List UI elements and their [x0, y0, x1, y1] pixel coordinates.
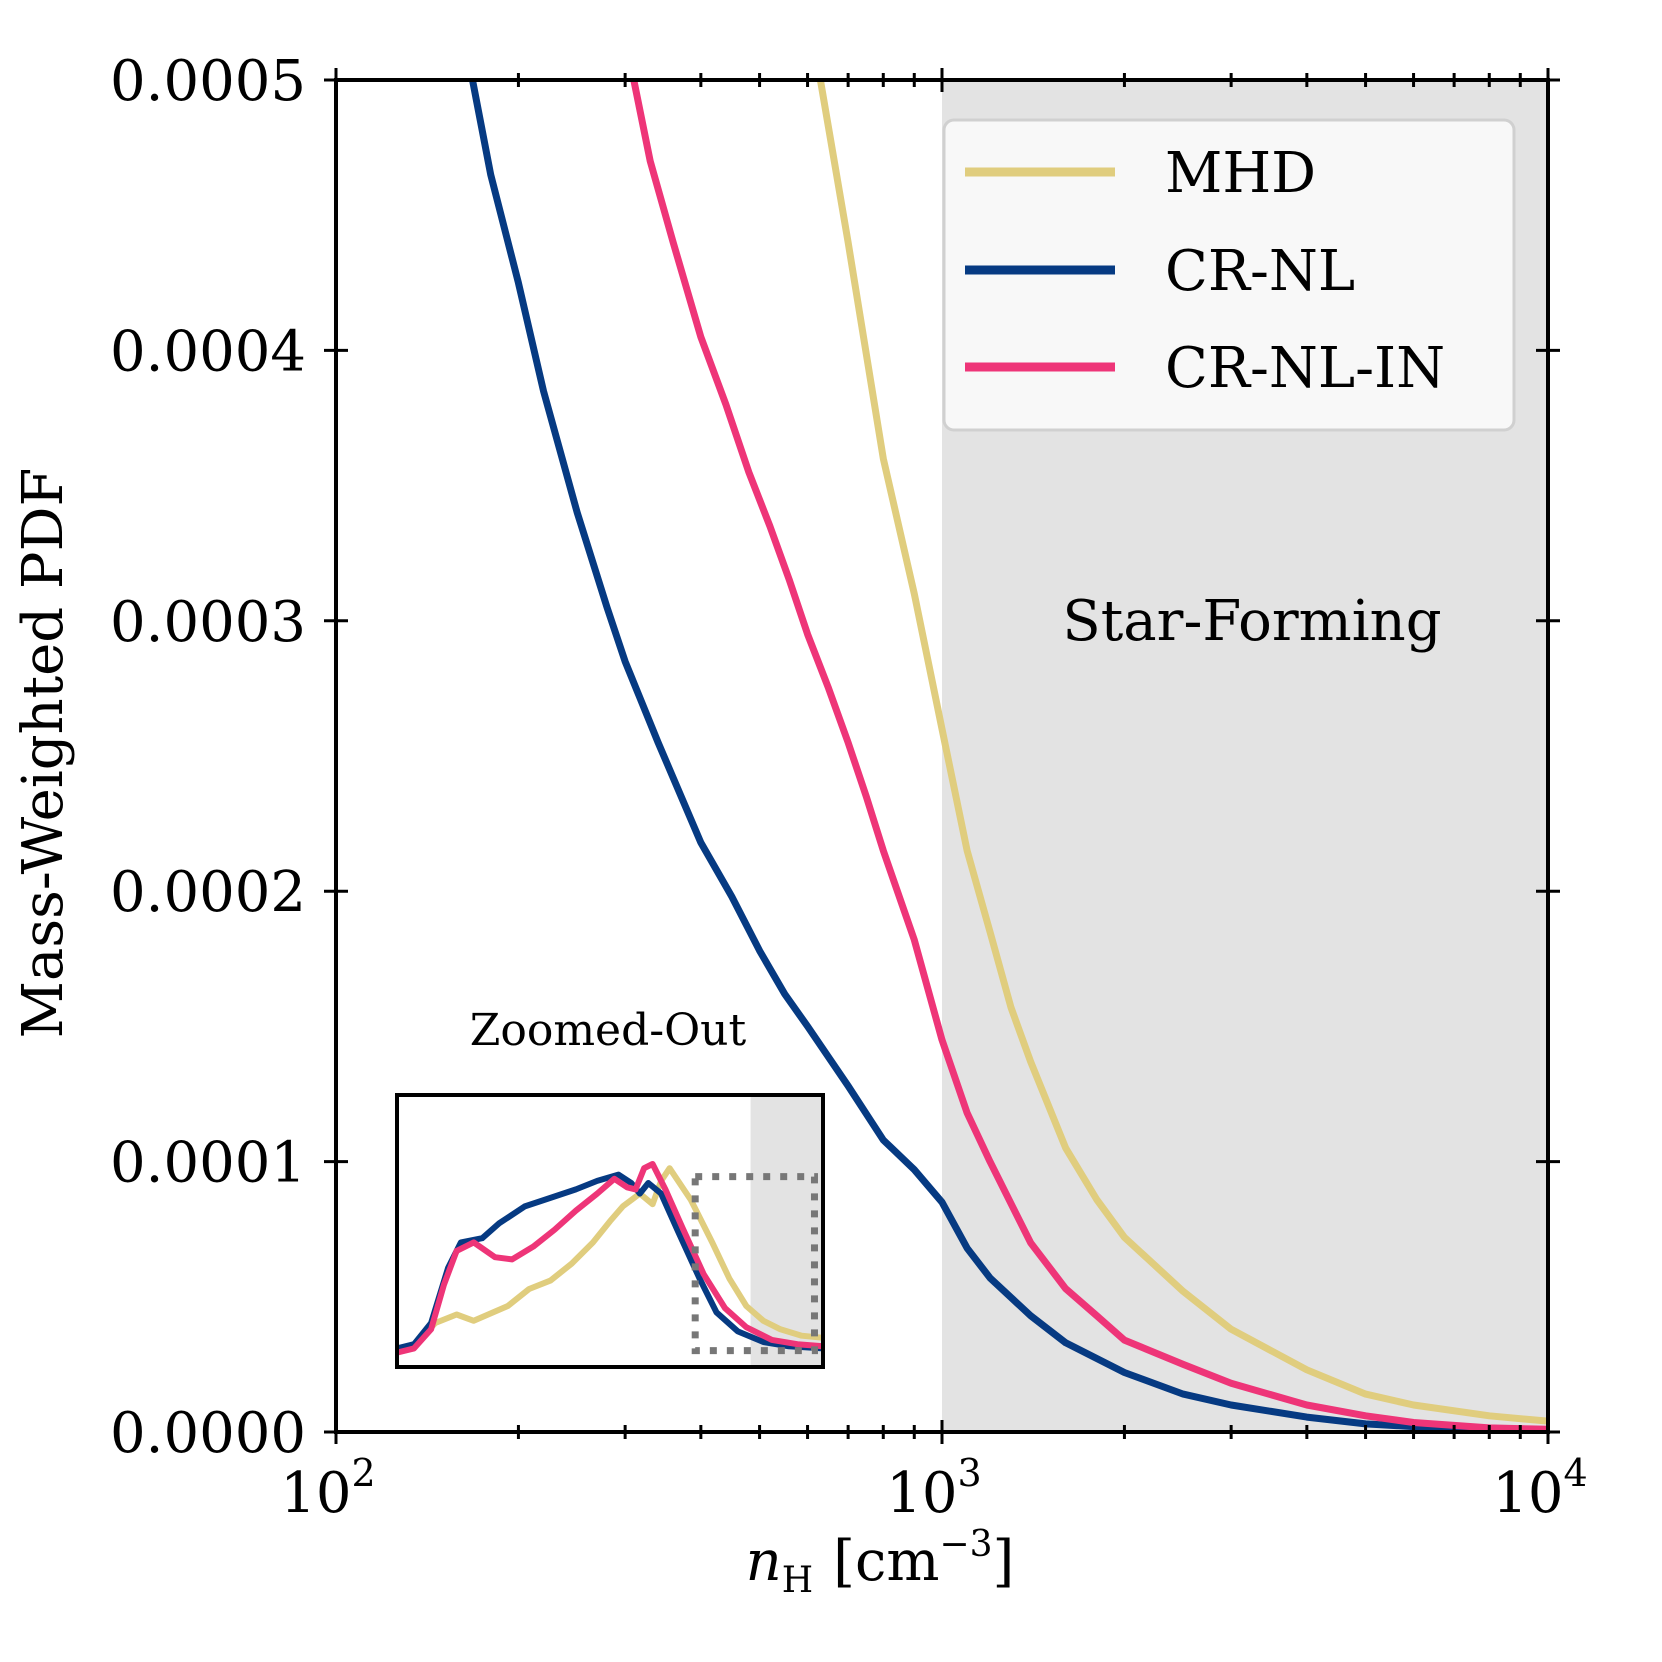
x-tick-label: 103 [886, 1451, 981, 1526]
inset-zoomed-out [395, 1093, 825, 1369]
series-line-mhd [816, 80, 1548, 1425]
y-tick-label: 0.0004 [110, 319, 306, 384]
inset-frame [395, 1093, 825, 1369]
series-line-cr-nl [469, 80, 1548, 1432]
series-lines [469, 80, 1548, 1432]
legend: MHD CR-NL CR-NL-IN [942, 118, 1516, 432]
legend-box [942, 118, 1516, 432]
legend-label-mhd: MHD [1165, 141, 1316, 206]
y-tick-label: 0.0000 [110, 1401, 306, 1466]
x-axis-label-unit-close: ] [993, 1529, 1015, 1594]
star-forming-label: Star-Forming [1062, 589, 1441, 654]
x-axis-label-symbol: n [746, 1529, 782, 1594]
inset-line-mhd [396, 1165, 824, 1352]
inset-title: Zoomed-Out [470, 1005, 747, 1056]
x-axis-label-unit: [cm [833, 1529, 939, 1594]
legend-label-cr-nl: CR-NL [1165, 239, 1355, 304]
inset-curves [396, 1161, 824, 1356]
series-line-cr-nl-in [630, 80, 1548, 1432]
y-tick-label: 0.0003 [110, 590, 306, 655]
x-axis-label: nH [cm−3] [746, 1524, 1015, 1601]
y-tick-label: 0.0005 [110, 49, 306, 114]
x-axis-label-exponent: −3 [939, 1524, 992, 1565]
x-axis-label-subscript: H [782, 1560, 813, 1601]
y-tick-labels: 0.0000 0.0001 0.0002 0.0003 0.0004 0.0005 [110, 49, 306, 1466]
x-tick-label: 104 [1492, 1451, 1587, 1526]
x-tick-labels: 102 103 104 [280, 1451, 1587, 1526]
y-axis-label: Mass-Weighted PDF [11, 468, 76, 1039]
inset-zoom-box [691, 1173, 818, 1355]
axis-ticks [324, 68, 1560, 1444]
x-tick-label: 102 [280, 1451, 375, 1526]
inset-line-cr-nl-in [396, 1161, 824, 1356]
legend-label-cr-nl-in: CR-NL-IN [1165, 336, 1445, 401]
y-tick-label: 0.0001 [110, 1131, 306, 1196]
y-tick-label: 0.0002 [110, 860, 306, 925]
